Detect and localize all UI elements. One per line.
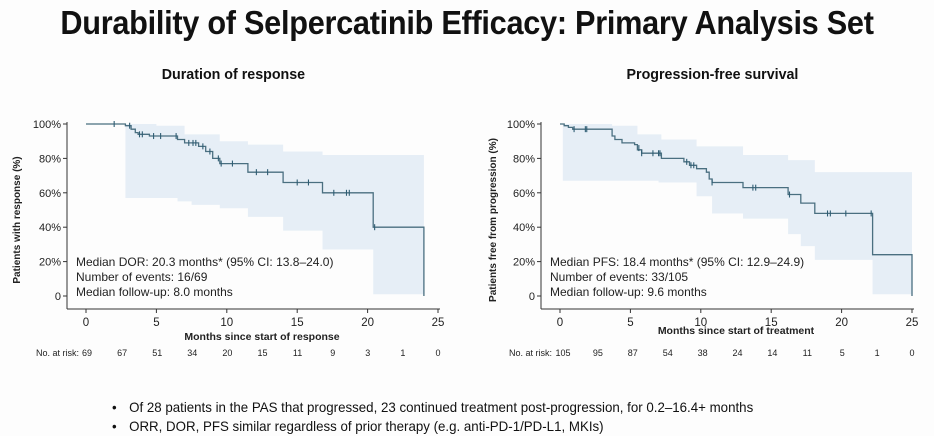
risk-value: 20: [222, 348, 232, 358]
risk-value: 1: [875, 348, 880, 358]
x-axis-label: Months since start of treatment: [658, 325, 815, 337]
y-axis-label: Patients with response (%): [12, 156, 23, 283]
bullet-list: • Of 28 patients in the PAS that progress…: [112, 398, 753, 436]
x-tick-label: 15: [765, 317, 778, 329]
chart-title-pfs: Progression-free survival: [626, 66, 799, 83]
x-tick-label: 0: [557, 317, 563, 329]
x-tick-label: 20: [361, 317, 374, 329]
risk-value: 54: [663, 348, 673, 358]
risk-label: No. at risk:: [509, 348, 552, 358]
x-axis-label: Months since start of response: [184, 331, 339, 343]
km-curve-pfs: [560, 123, 913, 296]
ci-band-pfs: [562, 124, 912, 295]
bullet-dot: •: [112, 418, 117, 434]
risk-value: 87: [628, 348, 638, 358]
y-tick-label: 60%: [39, 188, 61, 200]
bullet-dot: •: [112, 399, 117, 415]
x-tick-label: 0: [83, 317, 89, 329]
risk-value: 0: [909, 348, 914, 358]
y-tick-label: 0: [55, 291, 61, 303]
y-tick-label: 20%: [39, 257, 61, 269]
bullet-item: • Of 28 patients in the PAS that progress…: [112, 398, 753, 417]
bullet-text: Of 28 patients in the PAS that progresse…: [129, 399, 754, 415]
annotation-text: Number of events: 33/105: [550, 270, 688, 284]
annotation-text: Median follow-up: 9.6 months: [550, 285, 707, 299]
risk-value: 24: [732, 348, 742, 358]
ci-band-dor: [125, 124, 424, 295]
x-tick-label: 10: [220, 317, 233, 329]
risk-value: 38: [698, 348, 708, 358]
risk-value: 5: [840, 348, 845, 358]
chart-title-dor: Duration of response: [161, 66, 306, 83]
x-tick-label: 5: [627, 317, 633, 329]
risk-value: 51: [152, 348, 162, 358]
slide-title: Durability of Selpercatinib Efficacy: Pr…: [60, 4, 874, 41]
risk-value: 105: [555, 348, 570, 358]
risk-value: 11: [803, 348, 812, 358]
risk-value: 15: [257, 348, 267, 358]
y-tick-label: 100%: [33, 119, 61, 131]
bullet-text: ORR, DOR, PFS similar regardless of prio…: [129, 418, 604, 434]
annotation-text: Median DOR: 20.3 months* (95% CI: 13.8–2…: [76, 255, 333, 269]
risk-value: 69: [82, 348, 92, 358]
x-tick-label: 15: [291, 317, 304, 329]
risk-value: 11: [293, 348, 302, 358]
risk-value: 9: [330, 348, 335, 358]
y-tick-label: 80%: [513, 153, 535, 165]
y-tick-label: 80%: [39, 153, 61, 165]
risk-value: 14: [767, 348, 777, 358]
x-tick-label: 10: [694, 317, 707, 329]
y-tick-label: 40%: [513, 222, 535, 234]
risk-value: 67: [117, 348, 127, 358]
x-tick-label: 25: [906, 317, 919, 329]
risk-value: 34: [187, 348, 197, 358]
y-axis-label: Patients free from progression (%): [488, 138, 499, 302]
annotation-text: Median PFS: 18.4 months* (95% CI: 12.9–2…: [550, 255, 804, 269]
risk-value: 0: [435, 348, 440, 358]
risk-label: No. at risk:: [36, 348, 79, 358]
x-tick-label: 20: [835, 317, 848, 329]
bullet-item: • ORR, DOR, PFS similar regardless of pri…: [112, 417, 753, 436]
km-curve-dor: [86, 123, 425, 296]
x-tick-label: 5: [153, 317, 159, 329]
annotation-text: Median follow-up: 8.0 months: [76, 285, 233, 299]
annotation-text: Number of events: 16/69: [76, 270, 208, 284]
y-tick-label: 0: [529, 291, 535, 303]
risk-value: 3: [365, 348, 370, 358]
risk-value: 95: [593, 348, 603, 358]
risk-value: 1: [400, 348, 405, 358]
y-tick-label: 100%: [507, 119, 535, 131]
y-tick-label: 40%: [39, 222, 61, 234]
y-tick-label: 60%: [513, 188, 535, 200]
x-tick-label: 25: [432, 317, 445, 329]
y-tick-label: 20%: [513, 257, 535, 269]
